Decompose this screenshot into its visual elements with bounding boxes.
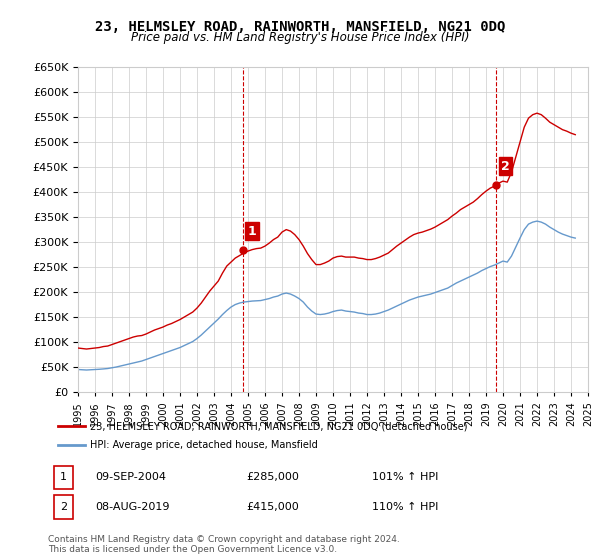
Text: £415,000: £415,000 bbox=[247, 502, 299, 512]
Text: 2: 2 bbox=[501, 160, 510, 172]
Text: 23, HELMSLEY ROAD, RAINWORTH, MANSFIELD, NG21 0DQ: 23, HELMSLEY ROAD, RAINWORTH, MANSFIELD,… bbox=[95, 20, 505, 34]
FancyBboxPatch shape bbox=[54, 466, 73, 489]
Text: 23, HELMSLEY ROAD, RAINWORTH, MANSFIELD, NG21 0DQ (detached house): 23, HELMSLEY ROAD, RAINWORTH, MANSFIELD,… bbox=[90, 421, 467, 431]
Text: HPI: Average price, detached house, Mansfield: HPI: Average price, detached house, Mans… bbox=[90, 440, 317, 450]
Text: 110% ↑ HPI: 110% ↑ HPI bbox=[371, 502, 438, 512]
Text: 1: 1 bbox=[248, 225, 257, 237]
Text: 1: 1 bbox=[60, 473, 67, 483]
Text: 08-AUG-2019: 08-AUG-2019 bbox=[95, 502, 169, 512]
Text: 09-SEP-2004: 09-SEP-2004 bbox=[95, 473, 166, 483]
FancyBboxPatch shape bbox=[54, 496, 73, 519]
Text: 101% ↑ HPI: 101% ↑ HPI bbox=[371, 473, 438, 483]
Text: 2: 2 bbox=[60, 502, 67, 512]
Text: Contains HM Land Registry data © Crown copyright and database right 2024.
This d: Contains HM Land Registry data © Crown c… bbox=[48, 535, 400, 554]
Text: Price paid vs. HM Land Registry's House Price Index (HPI): Price paid vs. HM Land Registry's House … bbox=[131, 31, 469, 44]
Text: £285,000: £285,000 bbox=[247, 473, 299, 483]
